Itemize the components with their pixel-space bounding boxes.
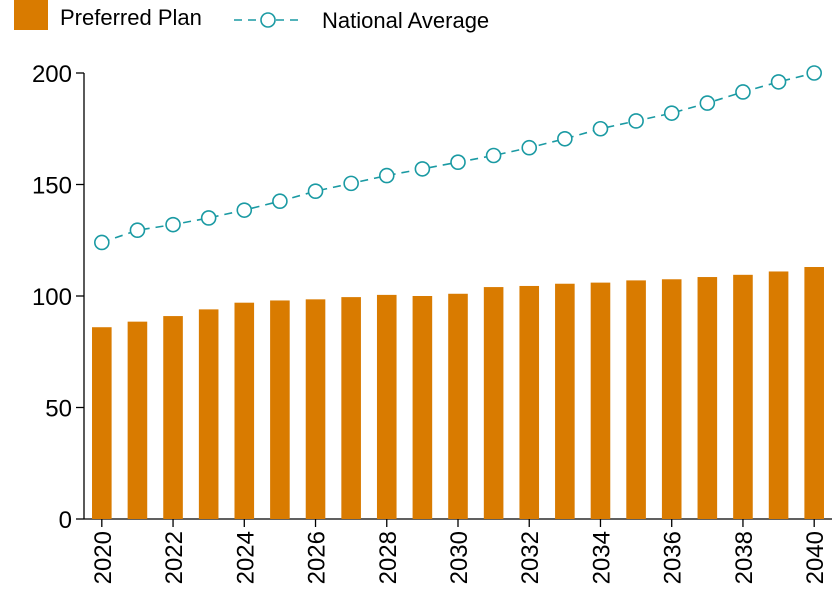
- bar-2035: [626, 280, 646, 519]
- point-2039: [770, 74, 787, 90]
- legend-marker-national-average: [260, 12, 276, 28]
- bar-2034: [590, 282, 611, 519]
- y-axis: 0 50 100 150 200: [32, 61, 85, 534]
- x-tick-label-2030: 2030: [446, 531, 473, 584]
- bar-2029: [412, 296, 433, 519]
- y-tick-label-0: 0: [59, 507, 72, 534]
- point-2034: [592, 120, 609, 137]
- bar-2024: [234, 302, 255, 519]
- point-2026: [307, 183, 324, 199]
- bar-2040: [804, 267, 824, 519]
- x-tick-label-2022: 2022: [161, 531, 188, 584]
- point-2029: [414, 161, 431, 177]
- point-2020: [94, 234, 110, 251]
- legend-label-preferred-plan: Preferred Plan: [60, 5, 202, 30]
- y-tick-label-200: 200: [32, 61, 72, 88]
- bar-2038: [733, 274, 753, 519]
- x-tick-label-2040: 2040: [802, 531, 829, 584]
- point-2021: [129, 222, 146, 239]
- point-2030: [450, 154, 466, 170]
- legend: Preferred Plan National Average: [14, 0, 489, 33]
- point-2040: [806, 65, 822, 81]
- point-2022: [165, 216, 181, 233]
- bar-2030: [448, 293, 468, 519]
- legend-label-national-average: National Average: [322, 8, 489, 33]
- bar-2036: [661, 279, 682, 519]
- bar-2028: [376, 294, 397, 519]
- point-2037: [699, 95, 716, 111]
- x-tick-label-2024: 2024: [232, 531, 259, 584]
- point-2038: [735, 84, 751, 100]
- x-axis: 2020 2022 2024 2026 2028 2030 2032 2034 2036 2038…: [84, 518, 832, 584]
- point-2024: [236, 202, 253, 218]
- bar-2021: [127, 321, 148, 519]
- point-2027: [343, 175, 359, 192]
- bar-2033: [555, 283, 575, 519]
- bar-2031: [483, 287, 504, 519]
- y-tick-label-50: 50: [45, 396, 72, 423]
- x-tick-label-2028: 2028: [375, 531, 402, 584]
- x-tick-label-2032: 2032: [517, 531, 544, 584]
- bar-2037: [697, 277, 718, 519]
- bar-2039: [768, 271, 789, 519]
- x-tick-label-2034: 2034: [588, 531, 615, 584]
- bar-2027: [341, 297, 361, 519]
- point-2023: [200, 210, 217, 226]
- point-2036: [663, 105, 680, 121]
- point-2033: [557, 130, 573, 147]
- line-series-national-average: [94, 65, 822, 251]
- bar-2026: [305, 299, 326, 519]
- x-tick-label-2020: 2020: [90, 531, 117, 584]
- point-2025: [272, 193, 288, 210]
- y-tick-label-150: 150: [32, 173, 72, 200]
- point-2035: [628, 113, 644, 129]
- x-tick-label-2026: 2026: [304, 531, 331, 584]
- bar-2022: [163, 316, 183, 519]
- bar-2025: [270, 300, 290, 519]
- x-tick-label-2038: 2038: [731, 531, 758, 584]
- point-2028: [378, 167, 395, 184]
- bar-2020: [92, 327, 112, 519]
- bar-series-preferred-plan: [92, 267, 824, 519]
- point-2032: [521, 139, 538, 156]
- point-2031: [485, 147, 502, 164]
- bar-2023: [198, 309, 219, 519]
- x-tick-label-2036: 2036: [660, 531, 687, 584]
- legend-swatch-preferred-plan: [14, 0, 48, 30]
- y-tick-label-100: 100: [32, 284, 72, 311]
- bar-2032: [519, 285, 540, 519]
